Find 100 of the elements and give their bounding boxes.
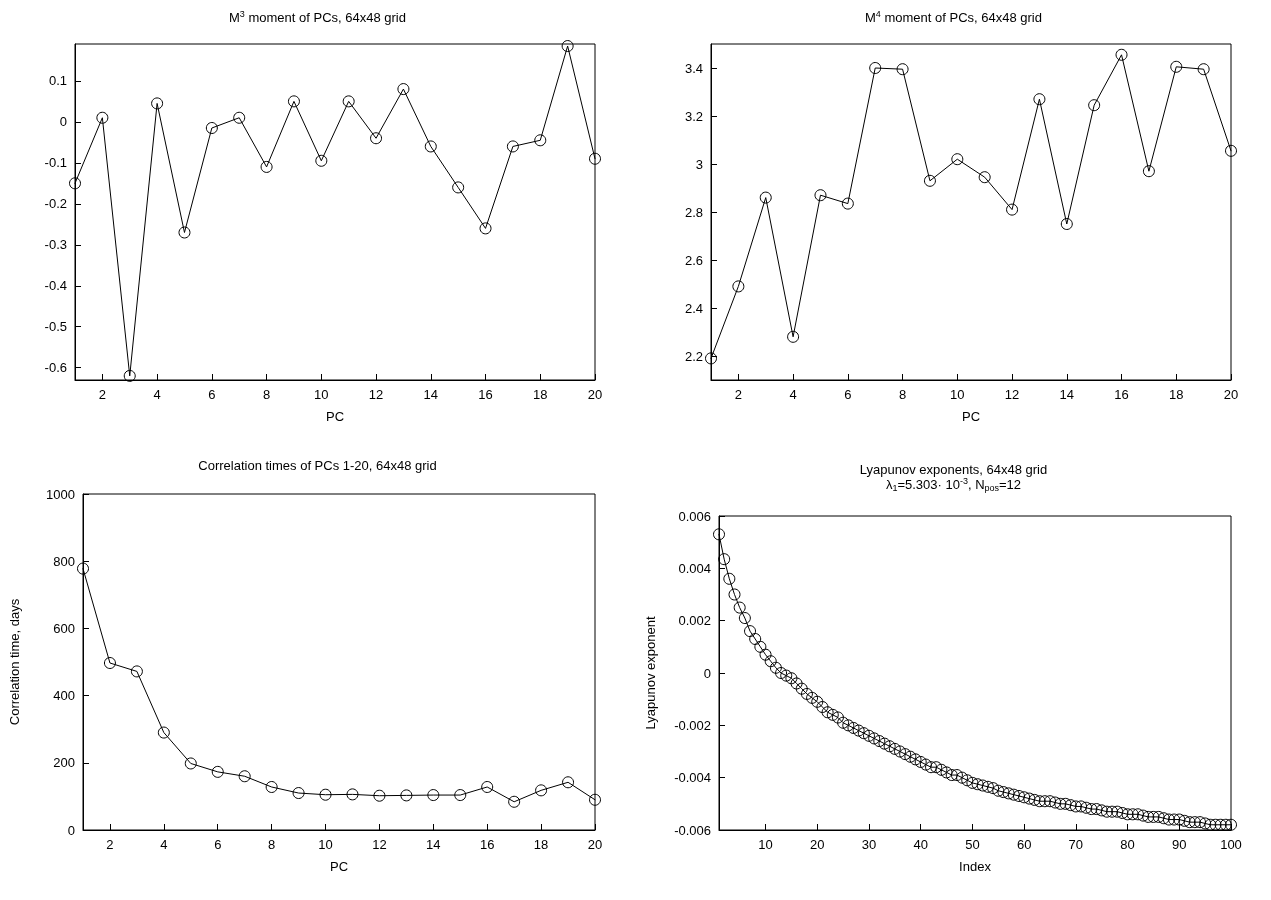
point bbox=[157, 726, 170, 739]
x-tick-label: 16 bbox=[1114, 387, 1129, 402]
x-tick-label: 10 bbox=[758, 837, 773, 852]
y-tick-label: -0.1 bbox=[44, 155, 67, 171]
point bbox=[373, 789, 386, 802]
chart-title: Correlation times of PCs 1-20, 64x48 grid bbox=[198, 458, 437, 473]
x-tick-label: 12 bbox=[368, 387, 384, 402]
x-axis-title: PC bbox=[961, 409, 981, 424]
y-tick-label: -0.4 bbox=[44, 278, 67, 294]
x-tick-label: 8 bbox=[268, 837, 276, 852]
x-tick-label: 20 bbox=[587, 387, 603, 402]
y-tick-label: 2.8 bbox=[684, 204, 703, 220]
x-tick-label: 2 bbox=[734, 387, 742, 402]
point bbox=[896, 63, 909, 76]
y-tick-label: -0.2 bbox=[44, 196, 67, 212]
y-tick-label: 3.2 bbox=[684, 108, 703, 124]
y-tick-label: 0 bbox=[67, 822, 75, 838]
x-tick-label: 16 bbox=[478, 387, 493, 402]
x-tick-label: 8 bbox=[898, 387, 907, 402]
y-tick-label: 2.2 bbox=[684, 348, 703, 364]
y-tick-label: 3 bbox=[695, 156, 703, 172]
point bbox=[705, 352, 717, 365]
x-tick-label: 14 bbox=[423, 387, 439, 402]
x-axis-title: PC bbox=[329, 859, 349, 874]
x-tick-label: 18 bbox=[1169, 387, 1184, 402]
x-tick-label: 80 bbox=[1120, 837, 1135, 852]
point bbox=[77, 562, 89, 575]
y-tick-label: -0.002 bbox=[674, 717, 711, 733]
point bbox=[233, 111, 246, 124]
point bbox=[508, 795, 521, 808]
y-tick-label: 200 bbox=[53, 755, 75, 771]
y-tick-label: 600 bbox=[53, 620, 75, 636]
x-tick-label: 70 bbox=[1068, 837, 1084, 852]
point bbox=[342, 95, 355, 108]
x-tick-label: 14 bbox=[1059, 387, 1075, 402]
y-tick-label: 3.4 bbox=[684, 60, 703, 76]
point bbox=[319, 788, 332, 801]
point bbox=[1060, 218, 1073, 230]
x-tick-label: 4 bbox=[789, 387, 797, 402]
point bbox=[506, 140, 519, 153]
point bbox=[479, 222, 492, 235]
point bbox=[951, 153, 964, 166]
y-tick-label: 400 bbox=[53, 688, 75, 704]
x-tick-label: 8 bbox=[262, 387, 271, 402]
x-tick-label: 2 bbox=[106, 837, 114, 852]
point bbox=[424, 140, 437, 153]
point bbox=[978, 171, 991, 184]
point bbox=[923, 174, 936, 187]
point bbox=[841, 197, 854, 210]
point bbox=[184, 757, 197, 770]
x-tick-label: 6 bbox=[844, 387, 852, 402]
x-tick-label: 100 bbox=[1220, 837, 1242, 852]
point bbox=[1115, 48, 1128, 61]
point bbox=[814, 189, 827, 202]
y-tick-label: -0.5 bbox=[44, 319, 67, 335]
x-tick-label: 20 bbox=[1223, 387, 1239, 402]
x-axis-title: PC bbox=[325, 409, 345, 424]
x-tick-label: 4 bbox=[160, 837, 168, 852]
x-tick-label: 6 bbox=[208, 387, 216, 402]
point bbox=[427, 789, 440, 802]
point bbox=[561, 40, 574, 53]
x-tick-label: 60 bbox=[1016, 837, 1032, 852]
point bbox=[589, 793, 601, 806]
x-tick-label: 4 bbox=[153, 387, 161, 402]
x-tick-label: 12 bbox=[372, 837, 387, 852]
x-tick-label: 12 bbox=[1004, 387, 1020, 402]
point bbox=[205, 122, 218, 134]
x-tick-label: 2 bbox=[98, 387, 106, 402]
point bbox=[759, 191, 772, 204]
point bbox=[1088, 99, 1101, 112]
y-tick-label: 800 bbox=[53, 553, 75, 569]
x-tick-label: 50 bbox=[965, 837, 980, 852]
point bbox=[292, 787, 305, 800]
y-tick-label: 0.002 bbox=[678, 613, 711, 629]
y-tick-label: 2.6 bbox=[684, 252, 703, 268]
x-axis-title: Index bbox=[959, 859, 992, 874]
point bbox=[589, 152, 601, 165]
point bbox=[211, 765, 224, 778]
x-tick-label: 18 bbox=[533, 837, 549, 852]
point bbox=[400, 789, 413, 802]
point bbox=[103, 657, 116, 669]
x-tick-label: 10 bbox=[314, 387, 329, 402]
y-tick-label: 0.1 bbox=[48, 73, 67, 89]
point bbox=[151, 97, 164, 110]
point bbox=[869, 62, 882, 74]
x-tick-label: 20 bbox=[587, 837, 603, 852]
x-tick-label: 18 bbox=[533, 387, 548, 402]
y-tick-label: -0.004 bbox=[674, 770, 711, 786]
x-tick-label: 6 bbox=[214, 837, 222, 852]
x-tick-label: 20 bbox=[810, 837, 825, 852]
point bbox=[178, 226, 191, 239]
x-tick-label: 10 bbox=[950, 387, 965, 402]
y-axis-title: Correlation time, days bbox=[7, 598, 22, 726]
point bbox=[1170, 60, 1183, 73]
point bbox=[452, 181, 465, 194]
x-tick-label: 10 bbox=[318, 837, 333, 852]
y-tick-label: 2.4 bbox=[684, 300, 703, 316]
y-tick-label: 0.004 bbox=[678, 560, 711, 576]
point bbox=[535, 784, 548, 797]
x-tick-label: 40 bbox=[913, 837, 928, 852]
